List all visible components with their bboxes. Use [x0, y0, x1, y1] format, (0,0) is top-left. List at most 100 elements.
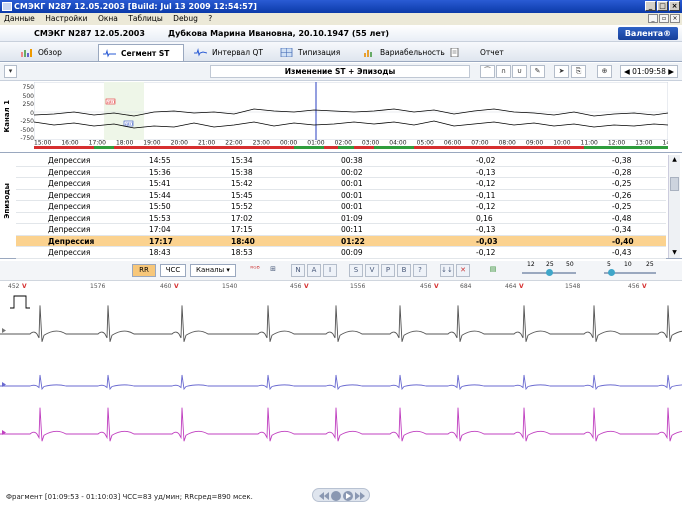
- menu-debug[interactable]: Debug: [173, 14, 198, 23]
- status-text: Фрагмент [01:09:53 - 01:10:03] ЧСС=83 уд…: [6, 493, 253, 501]
- slider-thumb[interactable]: [546, 269, 553, 276]
- time-tick-label: 19:00: [143, 140, 160, 147]
- episode-cell: 14:55: [149, 156, 171, 165]
- prev-arrow-icon[interactable]: ◀: [624, 67, 633, 76]
- close-button[interactable]: ×: [669, 1, 680, 11]
- ecg-wave-icon: [194, 48, 207, 57]
- prev-icon[interactable]: [331, 491, 341, 501]
- export-excel-icon[interactable]: ▤: [489, 265, 497, 273]
- episodes-table[interactable]: Депрессия 14:55 15:34 00:38 -0,02 -0,38 Депрес…: [16, 155, 666, 259]
- tab-variability[interactable]: Вариабельность: [358, 44, 445, 61]
- mdi-close-button[interactable]: ×: [670, 14, 680, 23]
- minimize-button[interactable]: _: [645, 1, 656, 11]
- svg-text:ДЕП: ДЕП: [125, 122, 133, 126]
- menu-help[interactable]: ?: [208, 14, 213, 23]
- class-s-button[interactable]: S: [349, 264, 363, 277]
- beat-class-label: V: [304, 283, 309, 290]
- forward-icon[interactable]: [355, 492, 365, 500]
- class-a-button[interactable]: A: [307, 264, 321, 277]
- rewind-icon[interactable]: [319, 492, 329, 500]
- tab-qt-interval[interactable]: Интервал QT: [190, 44, 270, 61]
- episode-cell: -0,25: [612, 179, 632, 188]
- beat-class-label: V: [434, 283, 439, 290]
- class-b-button[interactable]: B: [397, 264, 411, 277]
- episode-row[interactable]: Депрессия 18:43 18:53 00:09 -0,12 -0,43: [16, 247, 666, 259]
- class-n-button[interactable]: N: [291, 264, 305, 277]
- episode-row[interactable]: Депрессия 14:55 15:34 00:38 -0,02 -0,38: [16, 155, 666, 167]
- svg-text:ДЕП: ДЕП: [107, 100, 115, 104]
- class-v-button[interactable]: V: [365, 264, 379, 277]
- menu-data[interactable]: Данные: [4, 14, 35, 23]
- maximize-button[interactable]: □: [657, 1, 668, 11]
- time-tick-label: 05:00: [417, 140, 434, 147]
- episode-cell: 00:01: [341, 202, 363, 211]
- delete-icon[interactable]: ✕: [456, 264, 470, 277]
- episode-cell: -0,43: [612, 248, 632, 257]
- episode-row[interactable]: Депрессия 15:36 15:38 00:02 -0,13 -0,28: [16, 167, 666, 178]
- edit-icon[interactable]: ✎: [530, 65, 545, 78]
- episode-cell: -0,25: [612, 202, 632, 211]
- export-icon[interactable]: ⎘: [571, 65, 586, 78]
- color-icon[interactable]: ᴿᴳᴮ: [250, 265, 260, 273]
- episode-cell: 15:52: [231, 202, 253, 211]
- view-mode-button[interactable]: ⁀: [480, 65, 495, 78]
- episode-cell: 00:09: [341, 248, 363, 257]
- episode-cell: 15:36: [149, 167, 171, 177]
- curve-mode-2-button[interactable]: ∪: [512, 65, 527, 78]
- episode-cell: 18:53: [231, 248, 253, 257]
- rr-interval-label: 456: [290, 283, 302, 290]
- ecg-view[interactable]: 452 V 1576 460 V 1540 456 V 1556 456 V 684 464 V 1548 4…: [0, 282, 682, 487]
- collapse-dropdown-button[interactable]: ▾: [4, 65, 17, 78]
- cursor-icon[interactable]: ➤: [554, 65, 569, 78]
- time-navigator[interactable]: ◀ 01:09:58 ▶: [620, 65, 678, 78]
- scroll-up-icon[interactable]: ▲: [672, 156, 677, 163]
- filter-icon[interactable]: ⊞: [270, 265, 276, 273]
- speed-slider[interactable]: [522, 269, 576, 276]
- class-unknown-button[interactable]: ?: [413, 264, 427, 277]
- class-i-button[interactable]: I: [323, 264, 337, 277]
- episode-row[interactable]: Депрессия 15:53 17:02 01:09 0,16 -0,48: [16, 213, 666, 224]
- playback-controls[interactable]: [312, 488, 370, 502]
- slider-thumb[interactable]: [608, 269, 615, 276]
- episode-row[interactable]: Депрессия 15:44 15:45 00:01 -0,11 -0,26: [16, 190, 666, 201]
- episode-cell: Депрессия: [48, 156, 91, 165]
- tab-st-segment[interactable]: Сегмент ST: [98, 44, 184, 61]
- mdi-restore-button[interactable]: ▫: [659, 14, 669, 23]
- menu-settings[interactable]: Настройки: [45, 14, 88, 23]
- episode-cell: 00:11: [341, 225, 363, 234]
- heart-rate-button[interactable]: ЧСС: [160, 264, 186, 277]
- episodes-scrollbar[interactable]: ▲ ▼: [668, 155, 680, 258]
- time-tick-label: 03:00: [362, 140, 379, 147]
- episode-row[interactable]: Депрессия 17:04 17:15 00:11 -0,13 -0,34: [16, 224, 666, 236]
- tab-report[interactable]: Отчет: [444, 44, 514, 61]
- scroll-down-icon[interactable]: ▼: [672, 249, 677, 256]
- rr-interval-label: 456: [628, 283, 640, 290]
- insert-icon[interactable]: ↓↓: [440, 264, 454, 277]
- episode-row[interactable]: Депрессия 15:50 15:52 00:01 -0,12 -0,25: [16, 201, 666, 213]
- curve-mode-button[interactable]: ∩: [496, 65, 511, 78]
- app-icon: [2, 2, 12, 11]
- episode-cell: 15:45: [231, 190, 253, 200]
- episode-cell: -0,40: [612, 236, 634, 246]
- mdi-minimize-button[interactable]: _: [648, 14, 658, 23]
- class-p-button[interactable]: P: [381, 264, 395, 277]
- zoom-icon[interactable]: ⊕: [597, 65, 612, 78]
- episode-cell: -0,13: [476, 167, 496, 177]
- tab-typing[interactable]: Типизация: [276, 44, 350, 61]
- amplitude-slider[interactable]: [604, 269, 656, 276]
- episode-row[interactable]: Депрессия 15:41 15:42 00:01 -0,12 -0,25: [16, 178, 666, 190]
- channels-dropdown[interactable]: Каналы ▾: [190, 264, 236, 277]
- episode-row[interactable]: Депрессия 17:17 18:40 01:22 -0,03 -0,40: [16, 235, 666, 247]
- time-tick-label: 13:00: [635, 140, 652, 147]
- menu-windows[interactable]: Окна: [97, 14, 118, 23]
- rr-interval-label: 684: [460, 283, 472, 290]
- episode-cell: Депрессия: [48, 213, 91, 223]
- menu-tables[interactable]: Таблицы: [128, 14, 163, 23]
- scroll-thumb[interactable]: [670, 177, 679, 191]
- rr-button[interactable]: RR: [132, 264, 156, 277]
- depression-marker[interactable]: [105, 98, 116, 105]
- next-arrow-icon[interactable]: ▶: [665, 67, 674, 76]
- tab-overview[interactable]: Обзор: [16, 44, 90, 61]
- depression-marker[interactable]: [123, 120, 134, 127]
- st-trend-plot[interactable]: ДЕП ДЕП: [34, 82, 668, 140]
